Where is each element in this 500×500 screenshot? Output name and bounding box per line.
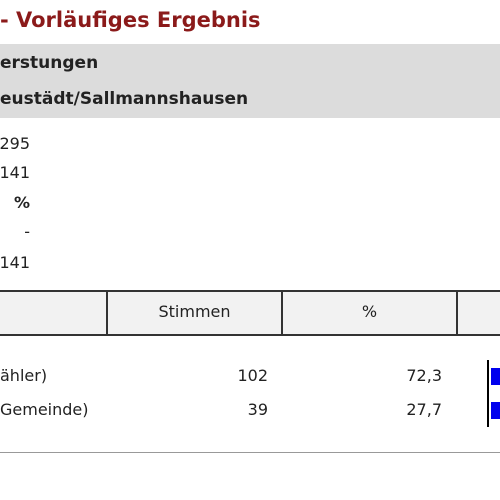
column-header: % [361,302,378,321]
party-name: Gemeinde) [0,400,89,419]
summary-value: - [24,222,30,241]
column-header: Stimmen [158,302,231,321]
header-band [0,44,500,118]
percent: 72,3 [406,366,442,385]
header-line: erstungen [0,53,99,73]
votes: 39 [247,400,268,419]
percent-bar [491,402,500,419]
votes: 102 [237,366,268,385]
header-line: eustädt/Sallmannshausen [0,89,249,109]
summary-value: % [13,193,30,212]
table-header [0,290,500,336]
column-border [106,290,108,336]
page-title: - Vorläufiges Ergebnis [0,8,261,32]
column-border [456,290,458,336]
summary-value: 295 [0,134,30,153]
summary-value: 141 [0,163,30,182]
percent-bar [491,368,500,385]
party-name: ähler) [0,366,48,385]
percent: 27,7 [406,400,442,419]
column-border [281,290,283,336]
summary-value: 141 [0,253,30,272]
separator [0,452,500,453]
